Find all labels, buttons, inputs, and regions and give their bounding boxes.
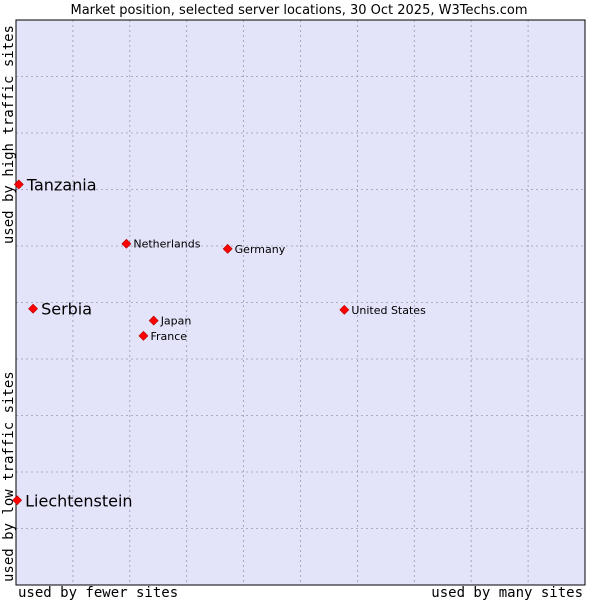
point-marker-netherlands [121,238,132,249]
point-marker-united-states [339,304,350,315]
data-point-netherlands: Netherlands [121,238,201,251]
x-axis-label-left: used by fewer sites [18,585,178,600]
point-marker-japan [148,315,159,326]
data-points: Tanzania Netherlands Germany Serbia United S… [12,175,426,510]
y-axis-label-top: used by high traffic sites [1,25,17,244]
point-label-liechtenstein: Liechtenstein [25,491,132,510]
point-label-tanzania: Tanzania [26,175,97,194]
data-point-tanzania: Tanzania [13,175,97,194]
point-marker-serbia [28,303,38,314]
point-label-united-states: United States [351,304,426,317]
point-label-serbia: Serbia [41,300,92,319]
point-marker-tanzania [13,179,24,190]
data-point-serbia: Serbia [28,300,92,319]
grid [16,20,585,585]
y-axis-label-bottom: used by low traffic sites [1,371,17,582]
data-point-united-states: United States [339,304,426,317]
point-marker-germany [222,243,233,254]
point-label-japan: Japan [160,315,192,328]
point-label-germany: Germany [235,243,286,256]
point-marker-france [138,330,149,341]
point-marker-liechtenstein [12,495,23,506]
data-point-liechtenstein: Liechtenstein [12,491,133,510]
point-label-netherlands: Netherlands [133,238,200,251]
point-label-france: France [150,330,187,343]
plot-border [15,19,586,586]
data-point-japan: Japan [148,315,192,328]
chart-title: Market position, selected server locatio… [70,3,527,18]
data-point-germany: Germany [222,243,286,256]
x-axis-label-right: used by many sites [431,585,583,600]
data-point-france: France [138,330,187,343]
